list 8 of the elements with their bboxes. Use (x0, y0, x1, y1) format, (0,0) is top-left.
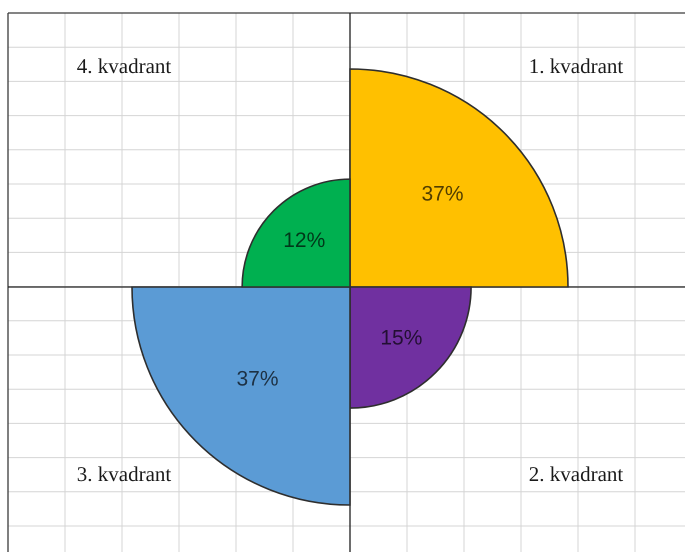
data-label: 37% (421, 182, 464, 206)
category-label: 3. kvadrant (76, 462, 172, 486)
data-label: 12% (283, 229, 326, 252)
category-label: 4. kvadrant (76, 54, 172, 78)
data-label: 37% (236, 367, 279, 390)
data-label: 15% (380, 326, 422, 350)
category-label: 1. kvadrant (528, 54, 624, 78)
category-label: 2. kvadrant (528, 462, 624, 486)
